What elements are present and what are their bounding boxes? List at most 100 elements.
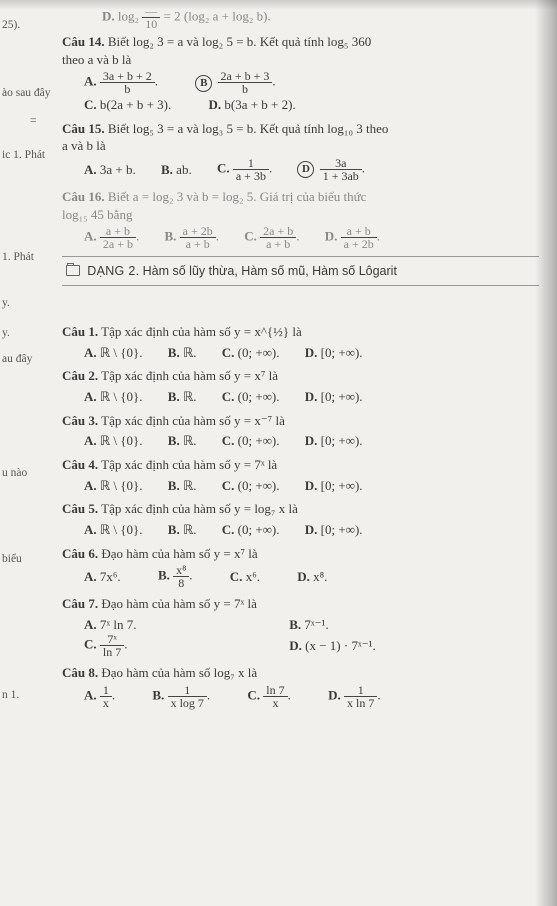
q5-C: C. — [222, 522, 235, 537]
q16-C: C. — [244, 229, 257, 244]
q1-A: A. — [84, 345, 97, 360]
q8-D: D. — [328, 687, 341, 702]
q15-Av: 3a + b. — [100, 162, 136, 177]
q7-text: Đạo hàm của hàm số y = 7ˣ là — [101, 596, 257, 611]
q14-A: A. — [84, 74, 97, 89]
q7-C: C. — [84, 637, 97, 652]
q3-Bv: ℝ. — [183, 433, 197, 448]
q6-B: B. — [158, 568, 170, 583]
dang-text: Hàm số lũy thừa, Hàm số mũ, Hàm số Lôgar… — [143, 264, 397, 278]
circle-icon: B — [195, 75, 212, 92]
q8: Câu 8. Đạo hàm của hàm số log₇ x là — [62, 664, 539, 682]
q5-text: Tập xác định của hàm số y = log₇ x là — [101, 501, 298, 516]
q5-D: D. — [305, 522, 318, 537]
q1-Dv: [0; +∞). — [321, 345, 363, 360]
q8-B: B. — [152, 687, 164, 702]
stub-D: D. — [102, 8, 115, 23]
q15: Câu 15. Biết log₅ 3 = a và log₃ 5 = b. K… — [62, 120, 539, 155]
q1-B: B. — [168, 345, 180, 360]
q5: Câu 5. Tập xác định của hàm số y = log₇ … — [62, 500, 539, 518]
q8-A: A. — [84, 687, 97, 702]
q14-D: D. — [208, 97, 221, 112]
q15-C: C. — [217, 160, 230, 175]
q3-Av: ℝ \ {0}. — [100, 433, 143, 448]
q3-D: D. — [305, 433, 318, 448]
stub-ten: 10 — [142, 18, 160, 30]
q8-Dd: x ln 7 — [344, 697, 377, 709]
q16-text1: Biết a = log₂ 3 và b = log₂ 5. Giá trị c… — [108, 189, 367, 204]
q3: Câu 3. Tập xác định của hàm số y = x⁻⁷ l… — [62, 412, 539, 430]
q8-Bd: x log 7 — [168, 697, 207, 709]
q14-title: Câu 14. — [62, 34, 105, 49]
q1-C: C. — [222, 345, 235, 360]
q7-Dv: (x − 1) · 7ˣ⁻¹. — [305, 638, 376, 653]
q7: Câu 7. Đạo hàm của hàm số y = 7ˣ là — [62, 595, 539, 613]
q14-Cexpr: b(2a + b + 3). — [100, 97, 171, 112]
q2-A: A. — [84, 389, 97, 404]
q4-text: Tập xác định của hàm số y = 7ˣ là — [101, 457, 277, 472]
q15-A: A. — [84, 162, 97, 177]
q6-Av: 7x⁶. — [100, 569, 121, 584]
margin-label: 25). — [2, 18, 20, 34]
q5-opts: A. ℝ \ {0}. B. ℝ. C. (0; +∞). D. [0; +∞)… — [84, 520, 539, 539]
q4-B: B. — [168, 478, 180, 493]
q14-C: C. — [84, 97, 97, 112]
q5-Av: ℝ \ {0}. — [100, 522, 143, 537]
q7-A: A. — [84, 617, 97, 632]
q6-text: Đạo hàm của hàm số y = x⁷ là — [101, 546, 257, 561]
q2-Av: ℝ \ {0}. — [100, 389, 143, 404]
circle-icon: D — [297, 161, 314, 178]
q14-opts: A. 3a + b + 2b. B 2a + b + 3b. C. b(2a +… — [84, 70, 539, 114]
q16-D: D. — [325, 229, 338, 244]
q4-Dv: [0; +∞). — [321, 478, 363, 493]
q8-Cd: x — [263, 697, 287, 709]
q7-opts: A. 7ˣ ln 7. B. 7ˣ⁻¹. C. 7ˣln 7. D. (x − … — [84, 615, 539, 659]
q2-title: Câu 2. — [62, 368, 98, 383]
q1-Cv: (0; +∞). — [238, 345, 280, 360]
stub-row: D. log₂ —10 = 2 (log₂ a + log₂ b). — [102, 5, 539, 30]
margin-label: = — [30, 114, 37, 130]
q16-Cd: a + b — [260, 238, 296, 250]
q8-opts: A. 1x. B. 1x log 7. C. ln 7x. D. 1x ln 7… — [84, 684, 539, 709]
q1-Bv: ℝ. — [183, 345, 197, 360]
q16-A: A. — [84, 229, 97, 244]
q2-Bv: ℝ. — [183, 389, 197, 404]
stub-rhs: = 2 (log₂ a + log₂ b). — [164, 8, 271, 23]
q14-text2: theo a và b là — [62, 52, 131, 67]
q4-title: Câu 4. — [62, 457, 98, 472]
q6-Dv: x⁸. — [313, 569, 327, 584]
q8-text: Đạo hàm của hàm số log₇ x là — [101, 665, 257, 680]
q6-Bd: 8 — [173, 577, 189, 589]
q2-B: B. — [168, 389, 180, 404]
q2-C: C. — [222, 389, 235, 404]
q8-C: C. — [247, 687, 260, 702]
q7-Av: 7ˣ ln 7. — [100, 617, 137, 632]
q16-opts: A. a + b2a + b. B. a + 2ba + b. C. 2a + … — [84, 225, 539, 250]
q1-text: Tập xác định của hàm số y = x^{½} là — [101, 324, 302, 339]
q2-Cv: (0; +∞). — [238, 389, 280, 404]
q6-opts: A. 7x⁶. B. x⁸8. C. x⁶. D. x⁸. — [84, 564, 539, 589]
q16-title: Câu 16. — [62, 189, 105, 204]
q3-title: Câu 3. — [62, 413, 98, 428]
margin-label: ào sau đây — [2, 86, 51, 102]
q6-D: D. — [297, 569, 310, 584]
q1-D: D. — [305, 345, 318, 360]
q7-title: Câu 7. — [62, 596, 98, 611]
q7-Bv: 7ˣ⁻¹. — [304, 617, 328, 632]
q16-Ad: 2a + b — [100, 238, 136, 250]
q4-A: A. — [84, 478, 97, 493]
q16: Câu 16. Biết a = log₂ 3 và b = log₂ 5. G… — [62, 188, 539, 223]
q15-B: B. — [161, 162, 173, 177]
q14-Bd: b — [218, 83, 273, 95]
q4-C: C. — [222, 478, 235, 493]
q1-title: Câu 1. — [62, 324, 98, 339]
q5-title: Câu 5. — [62, 501, 98, 516]
q4-Cv: (0; +∞). — [238, 478, 280, 493]
q2-opts: A. ℝ \ {0}. B. ℝ. C. (0; +∞). D. [0; +∞)… — [84, 387, 539, 406]
q15-title: Câu 15. — [62, 121, 105, 136]
folder-icon — [66, 265, 80, 276]
q14-Dexpr: b(3a + b + 2). — [224, 97, 295, 112]
q3-Dv: [0; +∞). — [321, 433, 363, 448]
q1-Av: ℝ \ {0}. — [100, 345, 143, 360]
q3-B: B. — [168, 433, 180, 448]
